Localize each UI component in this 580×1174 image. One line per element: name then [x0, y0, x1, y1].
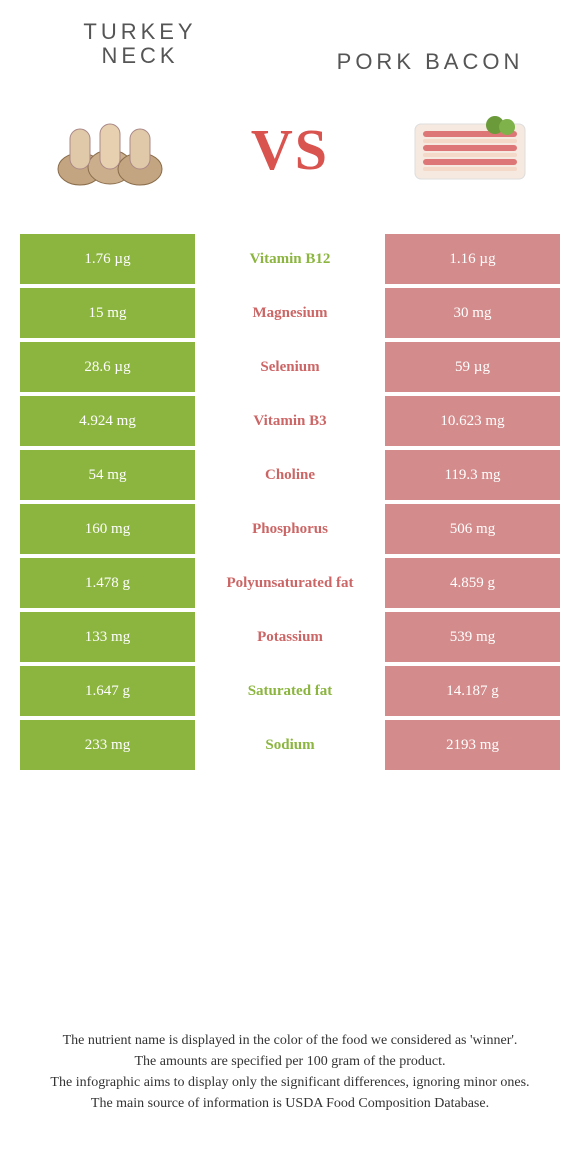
left-value: 1.76 µg: [20, 234, 195, 284]
right-value: 119.3 mg: [385, 450, 560, 500]
right-value: 14.187 g: [385, 666, 560, 716]
table-row: 15 mgMagnesium30 mg: [20, 288, 560, 338]
nutrient-name: Choline: [199, 450, 381, 500]
comparison-table: 1.76 µgVitamin B121.16 µg15 mgMagnesium3…: [20, 234, 560, 770]
table-row: 133 mgPotassium539 mg: [20, 612, 560, 662]
nutrient-name: Selenium: [199, 342, 381, 392]
right-food-title: PORK BACON: [320, 50, 540, 74]
left-value: 160 mg: [20, 504, 195, 554]
table-row: 54 mgCholine119.3 mg: [20, 450, 560, 500]
nutrient-name: Sodium: [199, 720, 381, 770]
table-row: 233 mgSodium2193 mg: [20, 720, 560, 770]
right-value: 4.859 g: [385, 558, 560, 608]
right-value: 59 µg: [385, 342, 560, 392]
left-food-title: TURKEY NECK: [40, 20, 240, 74]
left-value: 28.6 µg: [20, 342, 195, 392]
left-value: 15 mg: [20, 288, 195, 338]
right-value: 2193 mg: [385, 720, 560, 770]
nutrient-name: Magnesium: [199, 288, 381, 338]
footer-line: The main source of information is USDA F…: [40, 1093, 540, 1114]
left-food-image: [30, 94, 190, 204]
nutrient-name: Vitamin B12: [199, 234, 381, 284]
right-value: 30 mg: [385, 288, 560, 338]
table-row: 1.478 gPolyunsaturated fat4.859 g: [20, 558, 560, 608]
header: TURKEY NECK PORK BACON: [0, 0, 580, 84]
left-value: 133 mg: [20, 612, 195, 662]
right-value: 1.16 µg: [385, 234, 560, 284]
right-value: 10.623 mg: [385, 396, 560, 446]
nutrient-name: Vitamin B3: [199, 396, 381, 446]
left-value: 4.924 mg: [20, 396, 195, 446]
table-row: 4.924 mgVitamin B310.623 mg: [20, 396, 560, 446]
right-food-image: [390, 94, 550, 204]
vs-label: VS: [251, 116, 329, 183]
table-row: 1.647 gSaturated fat14.187 g: [20, 666, 560, 716]
nutrient-name: Saturated fat: [199, 666, 381, 716]
left-value: 54 mg: [20, 450, 195, 500]
footer-line: The amounts are specified per 100 gram o…: [40, 1051, 540, 1072]
nutrient-name: Potassium: [199, 612, 381, 662]
right-value: 506 mg: [385, 504, 560, 554]
table-row: 28.6 µgSelenium59 µg: [20, 342, 560, 392]
footer-line: The nutrient name is displayed in the co…: [40, 1030, 540, 1051]
left-value: 233 mg: [20, 720, 195, 770]
footer-notes: The nutrient name is displayed in the co…: [0, 1000, 580, 1174]
left-value: 1.647 g: [20, 666, 195, 716]
table-row: 1.76 µgVitamin B121.16 µg: [20, 234, 560, 284]
nutrient-name: Polyunsaturated fat: [199, 558, 381, 608]
left-value: 1.478 g: [20, 558, 195, 608]
nutrient-name: Phosphorus: [199, 504, 381, 554]
footer-line: The infographic aims to display only the…: [40, 1072, 540, 1093]
table-row: 160 mgPhosphorus506 mg: [20, 504, 560, 554]
vs-row: VS: [0, 84, 580, 224]
right-value: 539 mg: [385, 612, 560, 662]
